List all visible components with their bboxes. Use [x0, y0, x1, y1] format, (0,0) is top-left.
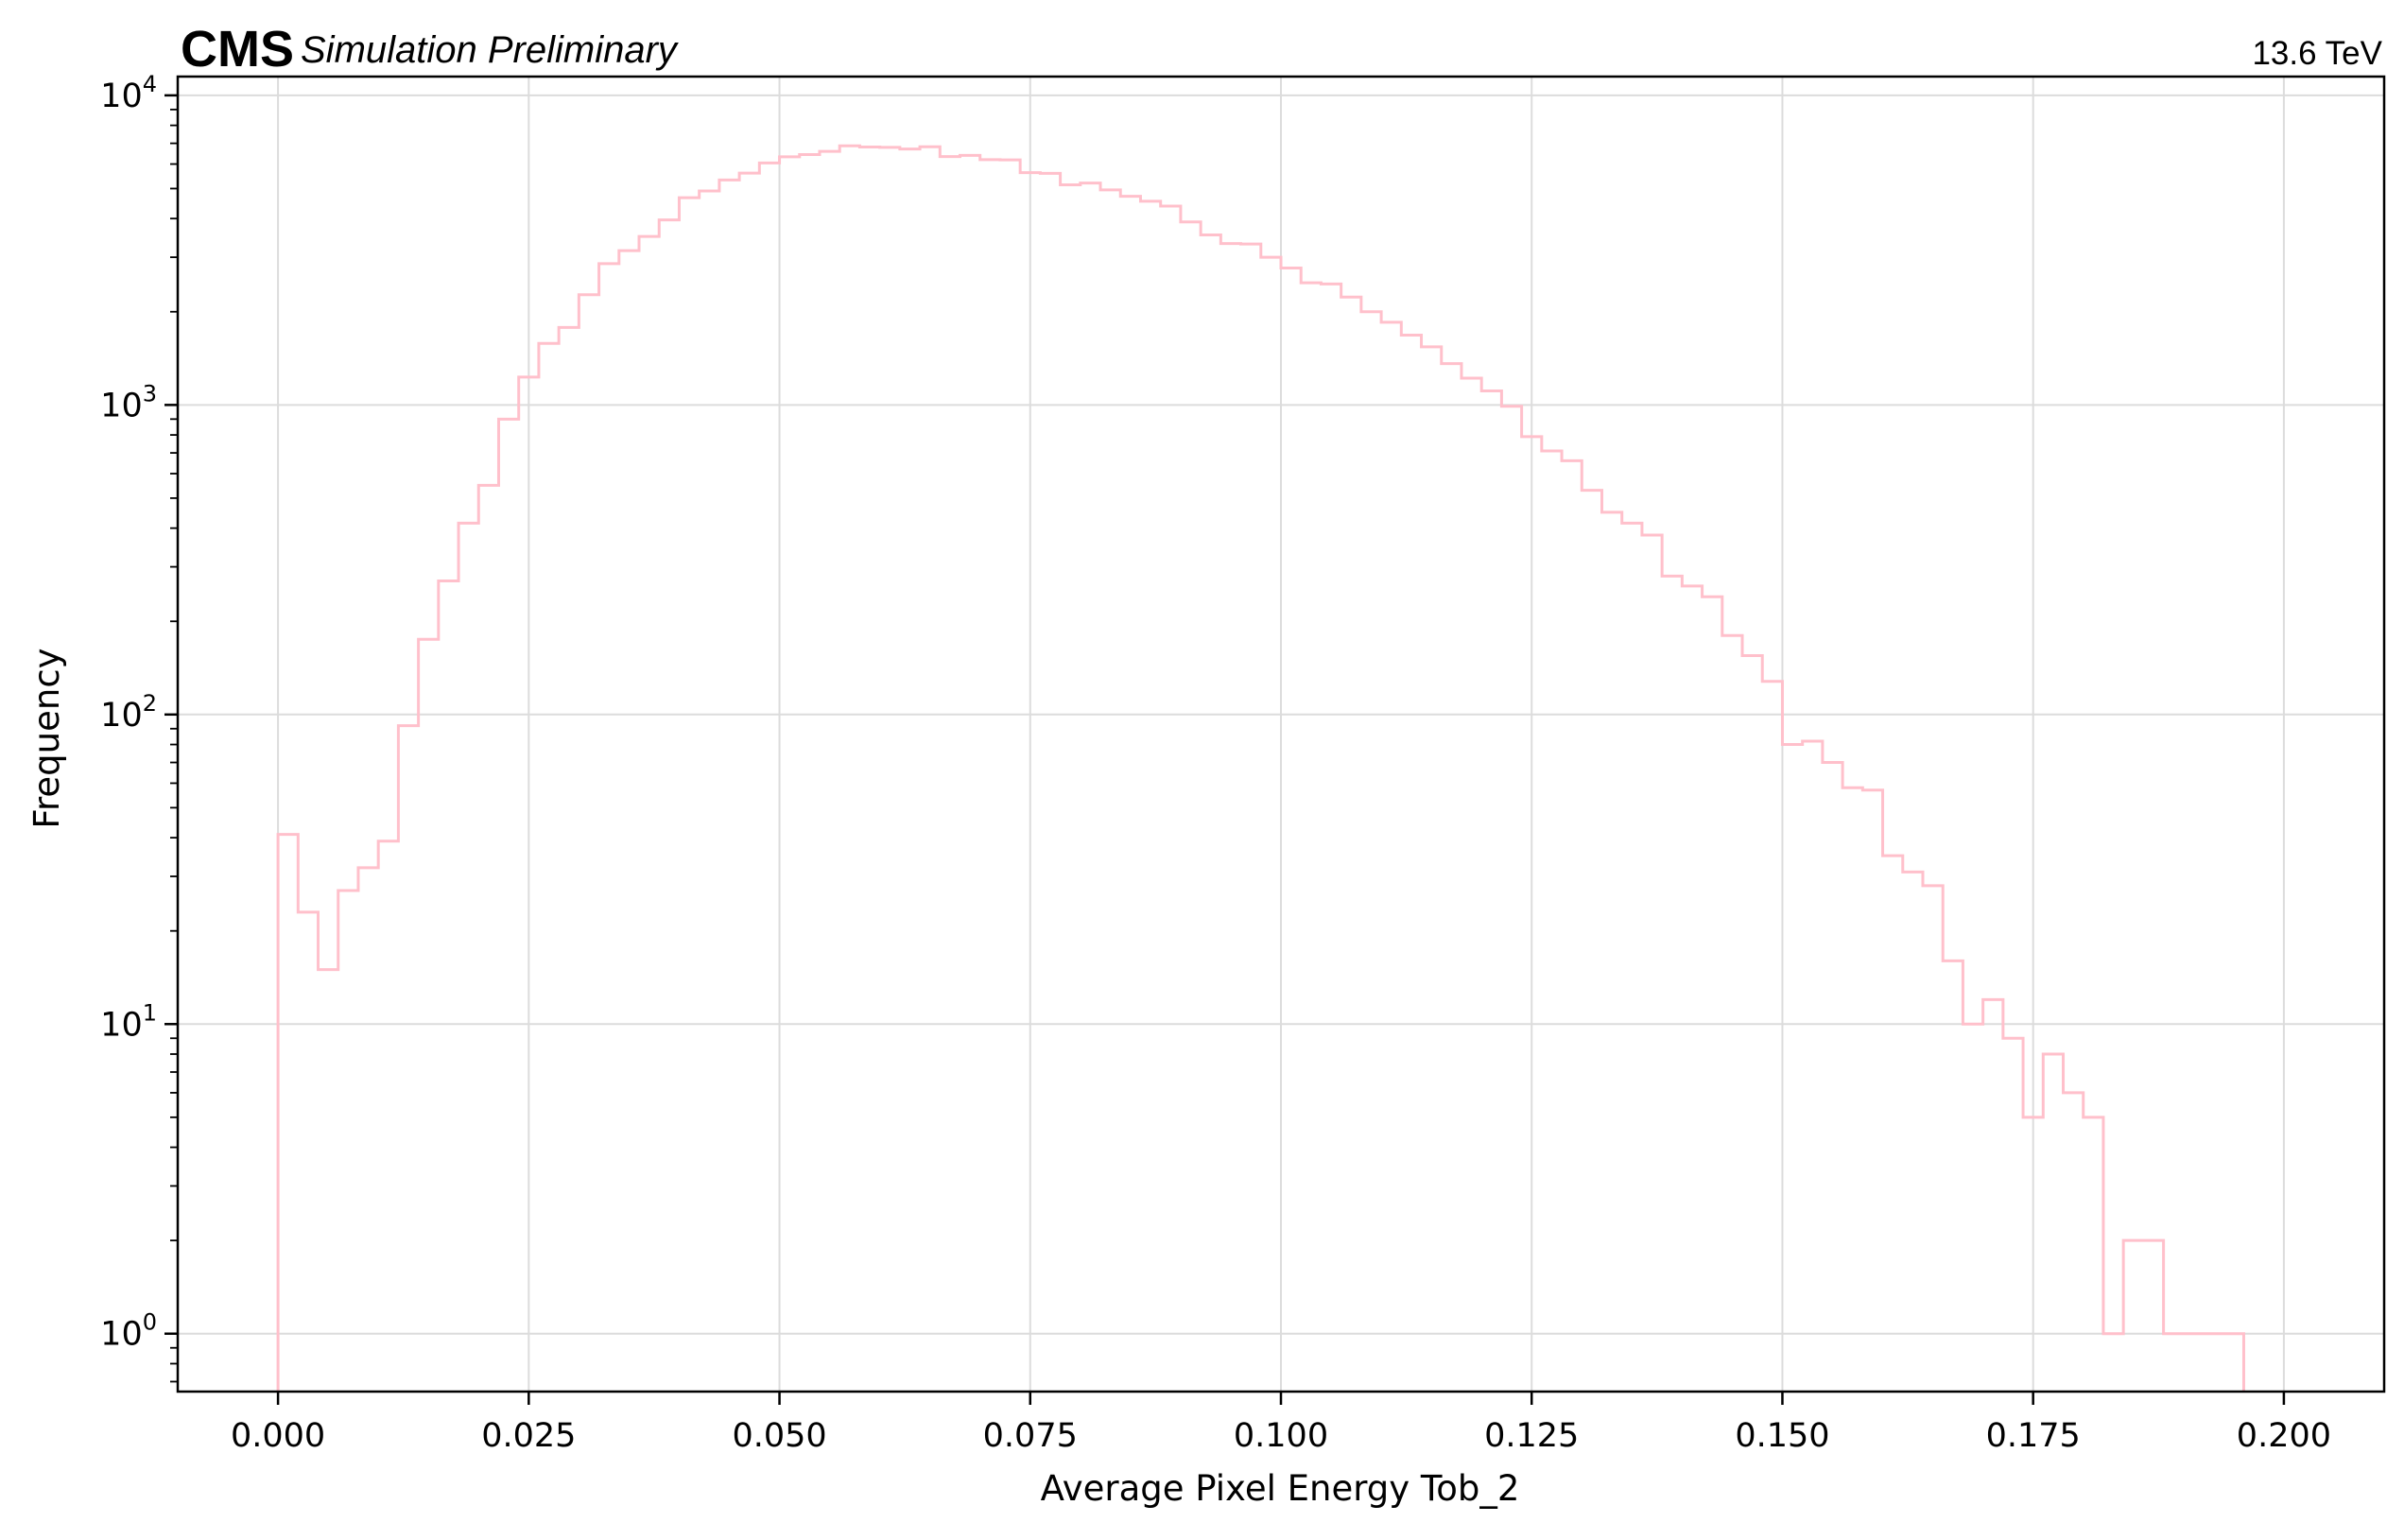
y-tick-base: 10 [100, 1316, 143, 1354]
x-tick-label: 0.150 [1735, 1417, 1829, 1455]
x-tick-label: 0.100 [1234, 1417, 1328, 1455]
y-tick-base: 10 [100, 387, 143, 424]
x-tick-label: 0.000 [231, 1417, 325, 1455]
x-tick-label: 0.025 [481, 1417, 576, 1455]
cms-label: CMS [181, 21, 294, 78]
x-tick-label: 0.200 [2237, 1417, 2331, 1455]
y-axis-label: Frequency [26, 648, 67, 828]
y-tick-exponent: 0 [143, 1309, 157, 1336]
x-tick-label: 0.175 [1986, 1417, 2081, 1455]
y-tick-base: 10 [100, 78, 143, 115]
y-tick-exponent: 3 [143, 380, 157, 407]
y-minor-ticks [170, 108, 178, 1383]
y-tick-label: 104 [100, 71, 157, 115]
y-tick-label: 101 [100, 999, 157, 1044]
x-tick-label: 0.125 [1484, 1417, 1579, 1455]
histogram-step-line [276, 144, 2245, 1392]
series-layer [276, 144, 2245, 1392]
x-axis-ticks: 0.000 0.025 0.050 0.075 0.100 0.125 0.150 0.175… [231, 1392, 2331, 1455]
y-tick-base: 10 [100, 1006, 143, 1044]
y-tick-exponent: 4 [143, 71, 157, 97]
y-tick-label: 103 [100, 380, 157, 424]
y-tick-base: 10 [100, 697, 143, 735]
x-axis-label: Average Pixel Energy Tob_2 [1041, 1468, 1520, 1509]
simulation-preliminary-label: Simulation Preliminary [301, 29, 680, 71]
grid-lines [178, 77, 2384, 1392]
y-tick-exponent: 2 [143, 690, 157, 717]
x-tick-label: 0.050 [732, 1417, 826, 1455]
y-tick-label: 102 [100, 690, 157, 735]
plot-frame [176, 75, 2386, 1393]
energy-label: 13.6 TeV [2252, 35, 2382, 72]
y-tick-exponent: 1 [143, 999, 157, 1026]
y-tick-label: 100 [100, 1309, 157, 1354]
x-tick-label: 0.075 [983, 1417, 1078, 1455]
